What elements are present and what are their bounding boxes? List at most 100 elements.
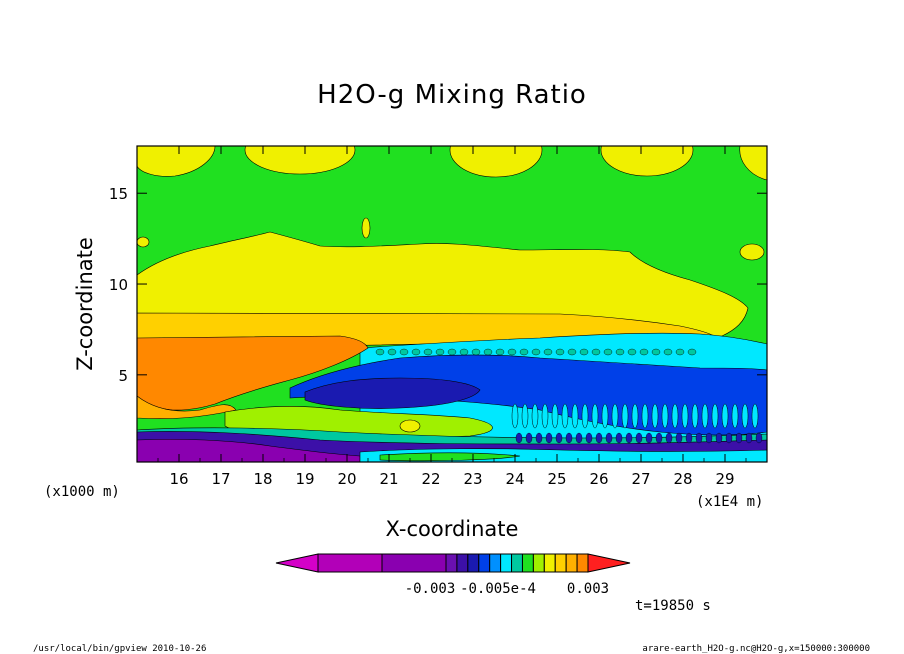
x-ticks: 16 17 18 19 20 21 22 23 24 25 26 27 28 29 bbox=[157, 146, 747, 488]
colorbar-cell-2 bbox=[445, 553, 458, 573]
ripple-navy bbox=[655, 432, 663, 444]
ripple-teal bbox=[687, 348, 697, 356]
contour-region-yellow-low bbox=[399, 419, 421, 433]
x-tick-label-2: 18 bbox=[253, 470, 272, 488]
ripple-teal bbox=[483, 348, 493, 356]
x-axis-label: X-coordinate bbox=[386, 517, 519, 541]
x-tick-label-4: 20 bbox=[337, 470, 356, 488]
y-unit-label: (x1000 m) bbox=[44, 484, 120, 500]
ripple-navy bbox=[605, 432, 613, 444]
ripple-teal bbox=[411, 348, 421, 356]
ripple-navy bbox=[595, 432, 603, 444]
ripple-cyan bbox=[511, 403, 519, 429]
ripple-teal bbox=[555, 348, 565, 356]
contour-region-yellow-band bbox=[137, 231, 749, 337]
ripple-cyan bbox=[601, 403, 609, 429]
ripple-navy bbox=[515, 432, 523, 444]
ripple-cyan bbox=[541, 403, 549, 429]
colorbar-cell-0 bbox=[317, 553, 383, 573]
x-tick-label-10: 26 bbox=[589, 470, 608, 488]
colorbar-cell-13 bbox=[565, 553, 578, 573]
ripple-teal bbox=[459, 348, 469, 356]
ripple-teal bbox=[663, 348, 673, 356]
ripple-teal bbox=[639, 348, 649, 356]
chart-title: H2O-g Mixing Ratio bbox=[317, 80, 587, 110]
ripple-teal bbox=[471, 348, 481, 356]
y-axis-label: Z-coordinate bbox=[73, 237, 97, 371]
colorbar-cell-10 bbox=[532, 553, 545, 573]
y-ticks: 5 10 15 bbox=[109, 185, 767, 385]
ripple-cyan bbox=[701, 403, 709, 429]
ripple-navy bbox=[575, 432, 583, 444]
ripple-navy bbox=[585, 432, 593, 444]
ripple-navy bbox=[545, 432, 553, 444]
colorbar-cell-6 bbox=[489, 553, 502, 573]
ripple-teal bbox=[567, 348, 577, 356]
ripple-navy bbox=[525, 432, 533, 444]
ripple-cyan bbox=[681, 403, 689, 429]
colorbar-cell-7 bbox=[500, 553, 513, 573]
ripple-navy bbox=[625, 432, 633, 444]
y-tick-label-0: 5 bbox=[118, 367, 128, 385]
colorbar-label-2: 0.003 bbox=[567, 581, 609, 597]
ripple-teal bbox=[675, 348, 685, 356]
ripple-cyan bbox=[691, 403, 699, 429]
ripple-teal bbox=[375, 348, 385, 356]
x-tick-label-8: 24 bbox=[505, 470, 524, 488]
y-tick-label-1: 10 bbox=[109, 276, 128, 294]
colorbar-cell-3 bbox=[456, 553, 469, 573]
ripple-navy bbox=[755, 432, 763, 444]
footer-right: arare-earth_H2O-g.nc@H2O-g,x=150000:3000… bbox=[642, 644, 870, 654]
colorbar-cell-4 bbox=[467, 553, 480, 573]
x-tick-label-0: 16 bbox=[169, 470, 188, 488]
ripple-teal bbox=[507, 348, 517, 356]
ripple-teal bbox=[579, 348, 589, 356]
colorbar-cell-8 bbox=[511, 553, 523, 573]
ripple-navy bbox=[635, 432, 643, 444]
colorbar-cell-11 bbox=[543, 553, 556, 573]
colorbar-cell-5 bbox=[478, 553, 491, 573]
contour-region-yellow-top-3 bbox=[600, 146, 694, 177]
contour-region-navy bbox=[304, 377, 481, 409]
x-tick-label-13: 29 bbox=[715, 470, 734, 488]
ripple-teal bbox=[387, 348, 397, 356]
ripple-cyan bbox=[621, 403, 629, 429]
ripple-teal bbox=[519, 348, 529, 356]
footer-left: /usr/local/bin/gpview 2010-10-26 bbox=[33, 644, 206, 654]
colorbar-label-0: -0.003 bbox=[405, 581, 456, 597]
ripple-cyan bbox=[631, 403, 639, 429]
ripple-teal bbox=[591, 348, 601, 356]
ripple-navy bbox=[735, 432, 743, 444]
x-tick-label-7: 23 bbox=[463, 470, 482, 488]
contour-region-orange-light bbox=[137, 395, 237, 420]
ripple-cyan bbox=[751, 403, 759, 429]
ripple-cyan bbox=[641, 403, 649, 429]
x-tick-label-11: 27 bbox=[631, 470, 650, 488]
contour-region-yellow-top-2 bbox=[449, 146, 543, 178]
ripple-teal bbox=[531, 348, 541, 356]
ripple-navy bbox=[615, 432, 623, 444]
ripple-cyan bbox=[651, 403, 659, 429]
contour-region-green-bottom bbox=[379, 452, 521, 462]
x-tick-label-3: 19 bbox=[295, 470, 314, 488]
ripple-navy bbox=[705, 432, 713, 444]
ripple-navy bbox=[685, 432, 693, 444]
ripple-cyan bbox=[561, 403, 569, 429]
time-label: t=19850 s bbox=[635, 598, 711, 614]
colorbar-cell-1 bbox=[381, 553, 447, 573]
colorbar-cell-12 bbox=[554, 553, 567, 573]
ripple-cyan bbox=[581, 403, 589, 429]
x-tick-label-6: 22 bbox=[421, 470, 440, 488]
contour-region-yellow-top-1 bbox=[244, 146, 356, 175]
ripple-navy bbox=[725, 432, 733, 444]
ripple-cyan bbox=[711, 403, 719, 429]
ripple-teal bbox=[651, 348, 661, 356]
colorbar-arrow-right bbox=[587, 553, 631, 573]
ripple-teal bbox=[435, 348, 445, 356]
ripple-cyan bbox=[661, 403, 669, 429]
ripple-cyan bbox=[571, 403, 579, 429]
colorbar-cell-14 bbox=[576, 553, 589, 573]
ripple-cyan bbox=[521, 403, 529, 429]
colorbar bbox=[275, 553, 631, 573]
